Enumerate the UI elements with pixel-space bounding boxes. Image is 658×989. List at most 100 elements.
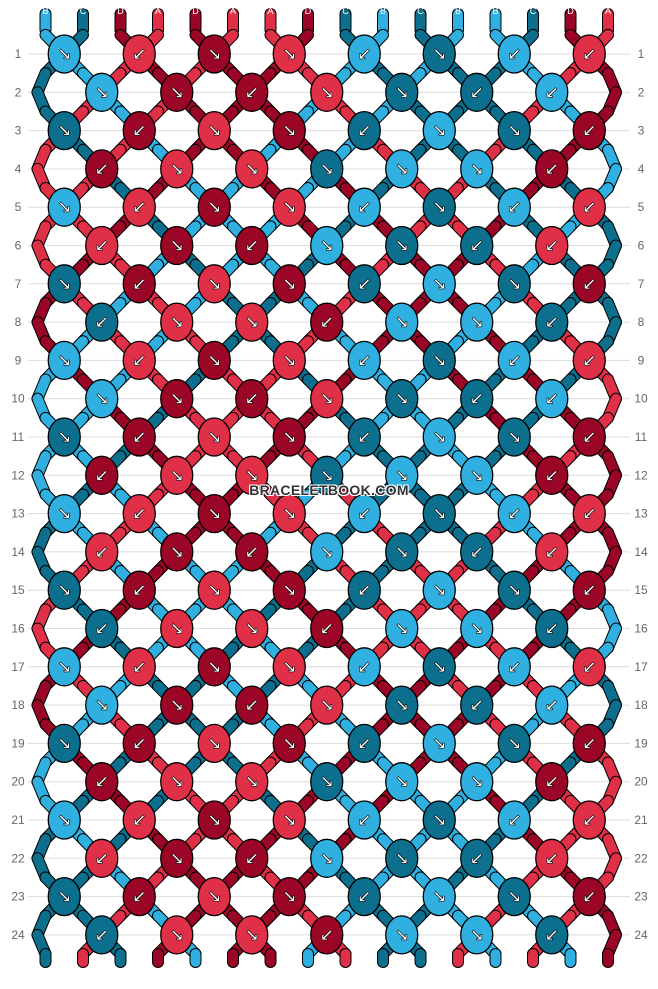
knot-shape — [160, 302, 194, 342]
knot: ↘ — [160, 762, 194, 802]
knot-arrow-icon: ↘ — [57, 505, 71, 525]
knot: ↘ — [310, 685, 344, 725]
knot: ↘ — [385, 379, 419, 419]
knot-shape — [235, 685, 269, 725]
knot-shape — [535, 225, 569, 266]
knot-shape — [347, 34, 381, 74]
knot-arrow-icon: ↘ — [320, 83, 334, 103]
knot-arrow-icon: ↙ — [320, 620, 334, 640]
knot: ↘ — [197, 800, 231, 840]
knot-shape — [272, 340, 306, 381]
knot-arrow-icon: ↘ — [282, 734, 296, 754]
knot-arrow-icon: ↙ — [320, 313, 334, 333]
knot: ↙ — [460, 838, 494, 878]
knot-arrow-icon: ↙ — [507, 505, 521, 525]
knot-shape — [85, 72, 119, 112]
knot: ↘ — [47, 340, 81, 381]
knot-shape — [310, 608, 344, 649]
knot-shape — [422, 340, 456, 381]
row-number-left: 12 — [11, 468, 25, 482]
knot: ↘ — [272, 876, 306, 917]
knot-arrow-icon: ↙ — [245, 390, 259, 410]
knot: ↘ — [310, 149, 344, 189]
knot-arrow-icon: ↘ — [95, 83, 109, 103]
knot: ↘ — [422, 187, 456, 227]
knot: ↙ — [572, 340, 606, 381]
knot-shape — [572, 876, 606, 917]
knot: ↙ — [85, 225, 119, 266]
knot-shape — [422, 570, 456, 610]
knot: ↙ — [122, 647, 156, 687]
watermark: BRACELETBOOK.COM — [249, 482, 409, 498]
knot: ↘ — [385, 915, 419, 955]
knot: ↘ — [85, 379, 119, 419]
knot-arrow-icon: ↘ — [320, 237, 334, 257]
knot-shape — [385, 455, 419, 495]
knot-arrow-icon: ↘ — [432, 351, 446, 371]
knot-arrow-icon: ↘ — [245, 160, 259, 180]
knot: ↙ — [310, 915, 344, 955]
knot-shape — [347, 493, 381, 534]
knot-arrow-icon: ↙ — [470, 237, 484, 257]
string-label-top: A — [230, 6, 236, 16]
knot: ↘ — [160, 72, 194, 112]
knot-shape — [160, 762, 194, 802]
knot: ↙ — [535, 762, 569, 802]
knot-shape — [272, 493, 306, 534]
knot: ↘ — [160, 149, 194, 189]
knot-shape — [272, 723, 306, 764]
knot-arrow-icon: ↘ — [57, 45, 71, 65]
knot-shape — [572, 34, 606, 74]
knot: ↙ — [347, 417, 381, 457]
knot-arrow-icon: ↘ — [170, 466, 184, 486]
knot-shape — [385, 225, 419, 266]
knot: ↘ — [47, 876, 81, 917]
knot-arrow-icon: ↘ — [282, 351, 296, 371]
knot-arrow-icon: ↙ — [507, 45, 521, 65]
knot-shape — [422, 493, 456, 534]
knot: ↘ — [272, 340, 306, 381]
knot-shape — [272, 264, 306, 304]
knot-shape — [160, 915, 194, 955]
knot: ↘ — [272, 647, 306, 687]
knot-arrow-icon: ↙ — [545, 83, 559, 103]
knot-shape — [572, 110, 606, 151]
knot-shape — [122, 340, 156, 381]
knot-arrow-icon: ↘ — [395, 926, 409, 946]
knot: ↘ — [272, 264, 306, 304]
knot: ↘ — [460, 762, 494, 802]
knot-arrow-icon: ↙ — [95, 237, 109, 257]
knot-shape — [85, 379, 119, 419]
knot-arrow-icon: ↘ — [282, 122, 296, 142]
knot: ↘ — [310, 455, 344, 495]
row-number-right: 21 — [634, 813, 648, 827]
knot: ↙ — [122, 187, 156, 227]
knot-arrow-icon: ↙ — [132, 581, 146, 601]
row-number-left: 24 — [11, 928, 25, 942]
knot: ↙ — [497, 647, 531, 687]
string-label-bottom: C — [80, 967, 87, 977]
knot: ↙ — [347, 800, 381, 840]
knot: ↘ — [47, 417, 81, 457]
knot-shape — [160, 72, 194, 112]
knot-arrow-icon: ↙ — [245, 83, 259, 103]
knot: ↘ — [497, 417, 531, 457]
knot-arrow-icon: ↘ — [245, 773, 259, 793]
knot: ↙ — [85, 608, 119, 649]
knot: ↘ — [235, 608, 269, 649]
knot: ↘ — [310, 838, 344, 878]
knot: ↙ — [535, 379, 569, 419]
knot: ↘ — [197, 876, 231, 917]
knot-arrow-icon: ↙ — [545, 237, 559, 257]
knot-arrow-icon: ↙ — [470, 849, 484, 869]
string-label-top: D — [305, 6, 312, 16]
knot-arrow-icon: ↘ — [320, 543, 334, 563]
row-number-right: 11 — [635, 430, 648, 444]
knot-shape — [85, 685, 119, 725]
knot: ↙ — [235, 685, 269, 725]
row-number-left: 14 — [11, 545, 25, 559]
knot-shape — [122, 187, 156, 227]
knot-arrow-icon: ↘ — [170, 543, 184, 563]
